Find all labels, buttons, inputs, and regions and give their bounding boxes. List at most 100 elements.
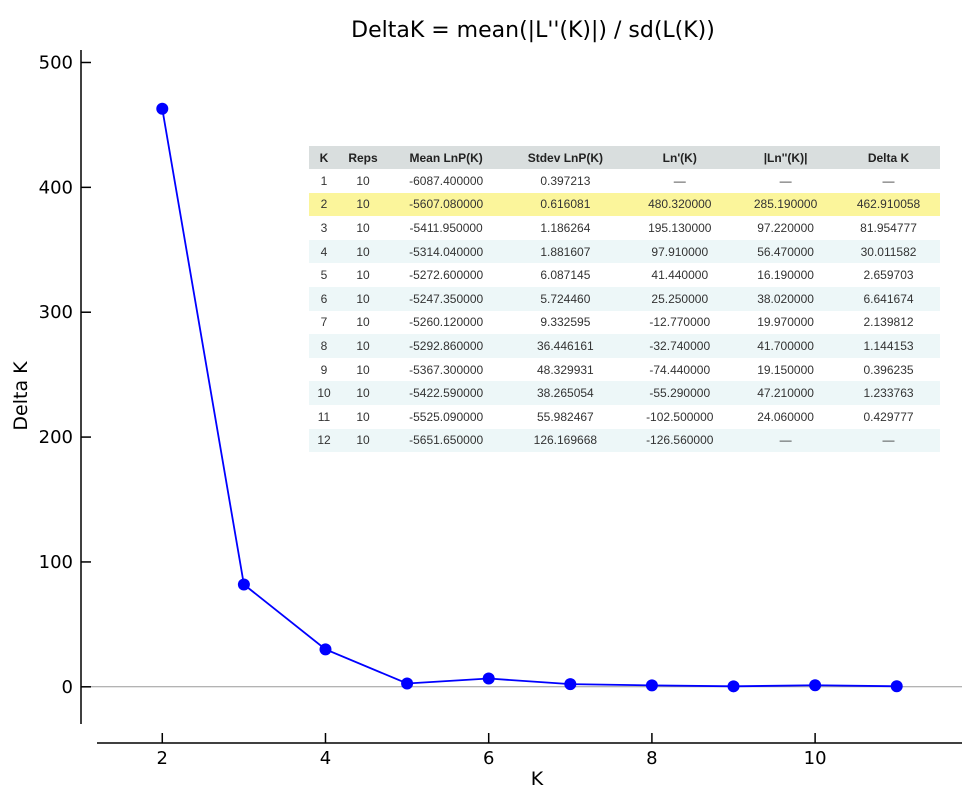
delta-k-table: K Reps Mean LnP(K) Stdev LnP(K) Ln'(K) |… [309, 146, 940, 453]
series-line [161, 108, 897, 688]
y-tick-label: 500 [39, 52, 73, 73]
table-row: 11 10 -5525.090000 55.982467 -102.500000 24.0… [309, 404, 940, 429]
data-point [564, 678, 577, 691]
data-point [645, 679, 658, 692]
data-point [401, 677, 414, 690]
table-cell: 11 [317, 409, 331, 424]
table-cell: — [779, 173, 792, 188]
table-cell: 16.190000 [757, 268, 814, 283]
table-cell: — [673, 173, 686, 188]
table-cell: 10 [356, 362, 370, 377]
col-header-delta-k: Delta K [867, 150, 910, 165]
table-cell: — [779, 433, 792, 448]
table-cell: 36.446161 [536, 338, 594, 353]
table-cell: -102.500000 [646, 409, 714, 424]
table-cell: 97.910000 [651, 244, 709, 259]
delta-k-table-panel: K Reps Mean LnP(K) Stdev LnP(K) Ln'(K) |… [309, 146, 940, 453]
table-row: 12 10 -5651.650000 126.169668 -126.560000 — — [309, 428, 940, 453]
table-cell: 4 [320, 244, 328, 259]
table-cell: 0.396235 [863, 362, 914, 377]
table-cell: 285.190000 [753, 197, 818, 212]
table-row: 8 10 -5292.860000 36.446161 -32.740000 41.700… [309, 334, 940, 358]
table-cell: -126.560000 [646, 433, 714, 448]
table-cell: 38.265054 [536, 386, 594, 401]
table-cell: 10 [356, 197, 370, 212]
table-cell: 2 [320, 197, 328, 212]
table-header-row: K Reps Mean LnP(K) Stdev LnP(K) Ln'(K) |… [309, 146, 940, 169]
y-tick-label: 200 [39, 427, 73, 448]
table-cell: 10 [356, 173, 370, 188]
table-cell: 0.616081 [540, 197, 591, 212]
table-cell: -5314.040000 [409, 244, 484, 259]
x-tick-label: 2 [157, 748, 168, 769]
table-cell: 0.397213 [540, 173, 591, 188]
table-cell: 195.130000 [648, 220, 712, 235]
table-cell: 10 [356, 244, 370, 259]
table-cell: — [882, 433, 895, 448]
table-cell: 56.470000 [757, 244, 814, 259]
table-cell: 10 [356, 386, 370, 401]
table-row: 2 10 -5607.080000 0.616081 480.320000 285.190… [309, 192, 940, 217]
table-cell: 6.641674 [863, 291, 914, 306]
table-cell: 10 [356, 220, 370, 235]
table-cell: 1 [320, 173, 328, 188]
data-point [237, 578, 250, 591]
table-cell: 0.429777 [863, 409, 914, 424]
table-cell: 10 [356, 268, 370, 283]
x-tick-label: 6 [483, 748, 494, 769]
x-tick-label: 10 [804, 748, 827, 769]
col-header-abs-ln-double-prime: |Ln''(K)| [763, 150, 808, 165]
table-row: 9 10 -5367.300000 48.329931 -74.440000 19.150… [309, 357, 940, 382]
col-header-mean-lnp: Mean LnP(K) [409, 150, 483, 165]
table-cell: -5422.590000 [409, 386, 484, 401]
table-cell: 9.332595 [540, 315, 591, 330]
data-point [727, 680, 740, 693]
x-tick-label: 8 [646, 748, 657, 769]
table-cell: 1.144153 [863, 338, 914, 353]
y-tick-label: 100 [39, 552, 73, 573]
table-cell: 10 [317, 386, 331, 401]
table-cell: -5411.950000 [409, 220, 483, 235]
table-cell: 10 [356, 409, 370, 424]
table-row: 1 10 -6087.400000 0.397213 — — — [309, 169, 940, 193]
col-header-k: K [319, 150, 329, 165]
table-cell: 7 [320, 315, 328, 330]
x-ticks: 2 4 6 8 10 [157, 733, 827, 769]
table-row: 10 10 -5422.590000 38.265054 -55.290000 47.21… [309, 381, 940, 405]
table-cell: 5.724460 [540, 291, 591, 306]
table-cell: 10 [356, 338, 370, 353]
chart-title: DeltaK = mean(|L''(K)|) / sd(L(K)) [351, 18, 715, 43]
series-layer [156, 102, 903, 693]
table-cell: -32.740000 [649, 338, 711, 353]
table-cell: -5272.600000 [409, 268, 484, 283]
table-cell: -6087.400000 [409, 173, 484, 188]
y-tick-label: 0 [62, 677, 73, 698]
table-cell: 1.881607 [540, 244, 591, 259]
table-cell: 19.150000 [757, 362, 814, 377]
table-cell: 41.700000 [757, 338, 814, 353]
table-cell: -12.770000 [649, 315, 711, 330]
table-cell: 462.910058 [856, 197, 921, 212]
table-cell: 25.250000 [651, 291, 709, 306]
y-tick-label: 300 [39, 302, 73, 323]
table-cell: -5260.120000 [409, 315, 484, 330]
col-header-stdev-lnp: Stdev LnP(K) [527, 150, 604, 165]
y-ticks: 0 100 200 300 400 500 [39, 52, 91, 698]
table-cell: 41.440000 [651, 268, 709, 283]
col-header-ln-prime: Ln'(K) [662, 150, 697, 165]
table-cell: -5651.650000 [409, 433, 484, 448]
col-header-reps: Reps [348, 150, 378, 165]
table-header: K Reps Mean LnP(K) Stdev LnP(K) Ln'(K) |… [309, 146, 940, 169]
table-cell: 10 [356, 433, 370, 448]
table-cell: — [882, 173, 895, 188]
data-point [319, 643, 332, 656]
table-cell: 1.186264 [540, 220, 591, 235]
table-cell: 9 [320, 362, 328, 377]
x-axis-label: K [531, 768, 544, 790]
table-row: 6 10 -5247.350000 5.724460 25.250000 38.02000… [309, 286, 940, 311]
table-cell: 10 [356, 291, 370, 306]
table-cell: -5247.350000 [409, 291, 484, 306]
table-cell: 48.329931 [536, 362, 594, 377]
table-cell: 47.210000 [757, 386, 814, 401]
